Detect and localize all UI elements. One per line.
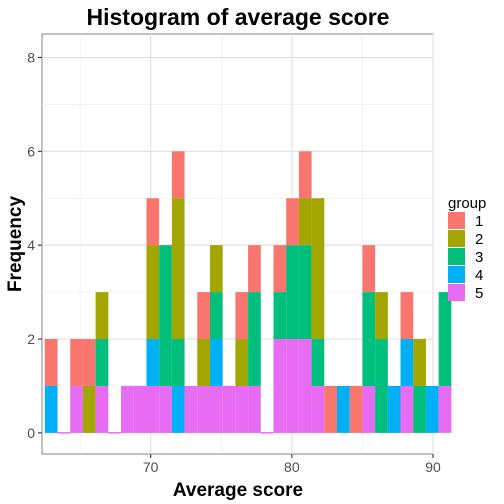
bar-group-5 [400,385,414,433]
bar-group-5 [298,339,312,433]
bar-group-5 [311,385,325,433]
bar-group-5 [121,385,134,433]
y-tick-label: 0 [27,425,35,441]
bar-group-5 [95,385,109,433]
bar-group-3 [159,245,172,386]
bar-group-4 [209,339,223,386]
bar-group-3 [209,292,223,340]
y-tick-label: 8 [27,49,35,65]
bar-group-2 [209,245,223,293]
bar-group-1 [324,385,338,433]
bar-group-2 [235,339,249,386]
x-tick-label: 80 [284,459,300,475]
legend-swatch-4 [448,266,465,283]
bar-group-5 [209,385,223,433]
bar-empty-bin [260,432,274,434]
bar-group-2 [311,198,325,340]
y-tick-label: 4 [27,237,35,253]
bar-group-2 [95,292,109,340]
bar-group-5 [362,385,376,433]
legend-label-4: 4 [475,267,483,284]
legend-swatch-1 [448,212,465,229]
legend-label-1: 1 [475,213,483,230]
bar-group-1 [273,245,287,293]
bar-group-2 [82,385,96,433]
bar-group-3 [362,292,376,386]
bar-group-3 [248,292,261,386]
y-axis-title: Frequency [5,196,26,293]
bar-group-2 [171,198,185,340]
bar-group-5 [133,385,147,433]
legend-swatch-3 [448,248,465,265]
bar-group-3 [438,292,452,386]
bar-empty-bin [108,432,122,434]
bar-group-1 [82,339,96,386]
bar-group-1 [197,292,210,340]
bar-group-5 [184,385,198,433]
bar-group-3 [95,339,109,386]
bar-group-5 [70,385,83,433]
legend-label-2: 2 [475,231,483,248]
bar-group-4 [387,385,401,433]
bar-group-5 [438,385,452,433]
bar-group-1 [70,339,83,386]
bar-group-5 [286,339,299,433]
bar-group-4 [400,339,414,386]
bar-group-3 [273,292,287,340]
bar-group-4 [425,385,439,433]
bar-group-5 [248,385,261,433]
x-tick-label: 70 [143,459,159,475]
bar-group-3 [298,245,312,340]
bar-group-5 [146,385,160,433]
bar-group-5 [159,385,172,433]
legend-title: group [448,195,486,212]
bar-group-3 [375,339,388,433]
bar-group-1 [44,339,58,386]
bar-group-2 [413,339,426,386]
bar-group-3 [171,339,185,386]
bar-group-2 [298,198,312,246]
y-tick-label: 6 [27,143,35,159]
histogram-bars [44,151,452,434]
bar-group-1 [349,385,363,433]
bar-group-5 [235,385,249,433]
bar-group-4 [337,385,350,433]
bar-group-4 [171,385,185,433]
bar-group-5 [222,385,236,433]
legend-label-3: 3 [475,249,483,266]
bar-group-1 [362,245,376,293]
chart-title: Histogram of average score [87,4,390,30]
bar-group-1 [235,292,249,340]
bar-group-1 [171,151,185,199]
legend-label-5: 5 [475,285,483,302]
bar-group-1 [248,245,261,293]
x-axis-title: Average score [173,480,303,501]
bar-empty-bin [57,432,71,434]
bar-group-3 [413,385,426,433]
bar-group-2 [375,292,388,340]
bar-group-4 [44,385,58,433]
bar-group-1 [146,198,160,246]
bar-group-1 [400,292,414,340]
x-tick-label: 90 [425,459,441,475]
y-tick-label: 2 [27,331,35,347]
bar-group-3 [286,245,299,340]
bar-group-1 [298,151,312,199]
bar-group-5 [197,385,210,433]
bar-group-5 [273,339,287,433]
bar-group-1 [286,198,299,246]
bar-group-2 [197,339,210,386]
bar-group-4 [146,339,160,386]
bar-group-3 [311,339,325,386]
legend-swatch-2 [448,230,465,247]
axis-ticks: 70 80 90 0 2 4 6 8 [27,49,441,475]
legend-swatch-5 [448,284,465,301]
bar-group-2 [146,245,160,340]
